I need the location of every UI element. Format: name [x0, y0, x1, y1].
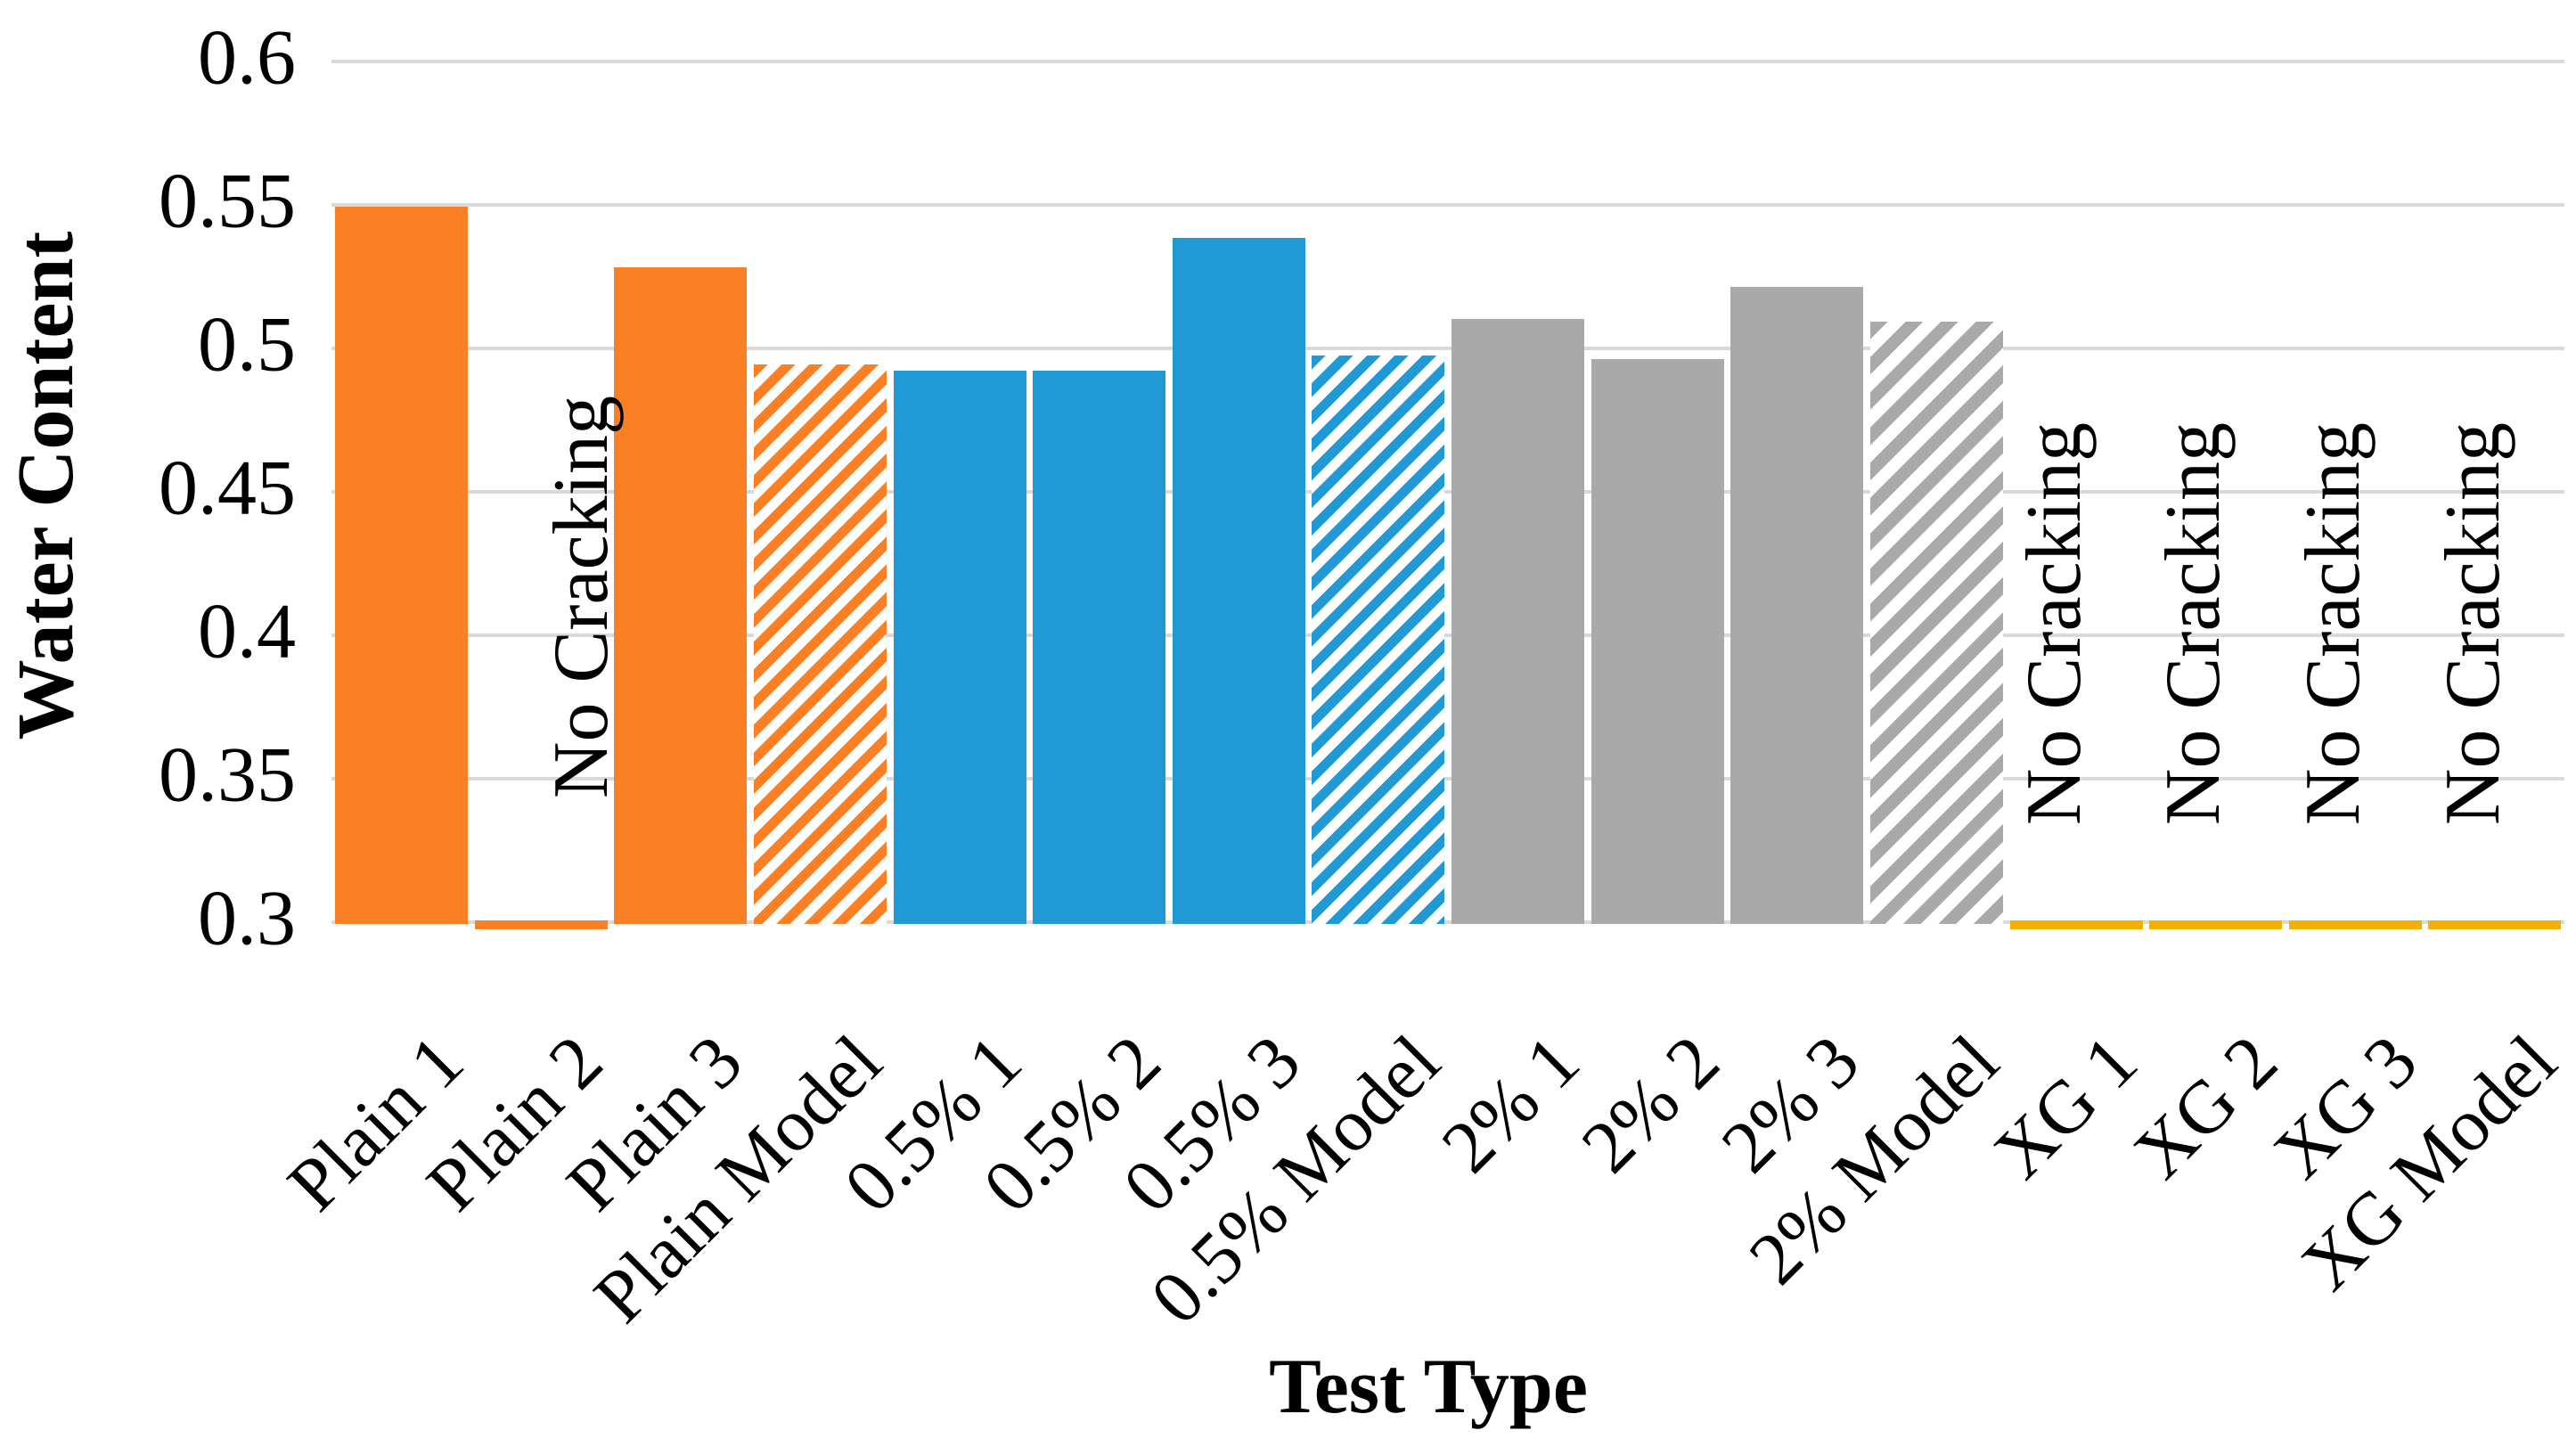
no-cracking-label-xg-3: No Cracking — [2290, 421, 2377, 826]
x-tick-label-2pct-2: 2% 2 — [1566, 1019, 1736, 1189]
bar-0-5pct-3 — [1172, 238, 1305, 924]
bar-xg-model — [2428, 920, 2562, 929]
bar-2pct-3 — [1730, 287, 1864, 924]
bar-2pct-model — [1869, 322, 2003, 924]
bar-2pct-2 — [1591, 359, 1724, 924]
bar-xg-2 — [2149, 920, 2283, 929]
bar-0-5pct-2 — [1033, 371, 1166, 924]
no-cracking-label-plain-2: No Cracking — [537, 395, 625, 799]
no-cracking-label-xg-model: No Cracking — [2429, 421, 2516, 826]
y-tick-label-0.5: 0.5 — [198, 301, 296, 388]
y-tick-label-0.4: 0.4 — [198, 588, 296, 675]
bar-xg-1 — [2009, 920, 2143, 929]
gridline-0.45 — [331, 490, 2564, 494]
bar-xg-3 — [2288, 920, 2422, 929]
y-tick-label-0.6: 0.6 — [198, 14, 296, 102]
x-tick-label-xg-2: XG 2 — [2118, 1019, 2294, 1195]
x-tick-label-xg-1: XG 1 — [1978, 1019, 2155, 1195]
gridline-0.35 — [331, 777, 2564, 781]
bar-plain-model — [753, 364, 887, 924]
bar-plain-2 — [474, 920, 608, 929]
no-cracking-label-xg-2: No Cracking — [2150, 421, 2237, 826]
bar-0-5pct-model — [1312, 356, 1445, 924]
y-tick-label-0.45: 0.45 — [159, 445, 296, 532]
gridline-0.55 — [331, 203, 2564, 207]
y-tick-label-0.55: 0.55 — [159, 158, 296, 245]
bar-plain-1 — [335, 207, 468, 924]
bar-2pct-1 — [1452, 319, 1584, 924]
y-axis-title: Water Content — [2, 231, 90, 740]
y-tick-label-0.3: 0.3 — [198, 875, 296, 962]
x-tick-label-2pct-1: 2% 1 — [1427, 1019, 1596, 1189]
bar-plain-3 — [614, 267, 748, 924]
x-axis-title: Test Type — [1269, 1344, 1588, 1430]
gridline-0.3 — [331, 920, 2564, 924]
gridline-0.5 — [331, 347, 2564, 350]
no-cracking-label-xg-1: No Cracking — [2010, 421, 2098, 826]
gridline-0.4 — [331, 633, 2564, 637]
y-tick-label-0.35: 0.35 — [159, 732, 296, 819]
gridline-0.6 — [331, 60, 2564, 63]
bar-0-5pct-1 — [893, 371, 1026, 924]
